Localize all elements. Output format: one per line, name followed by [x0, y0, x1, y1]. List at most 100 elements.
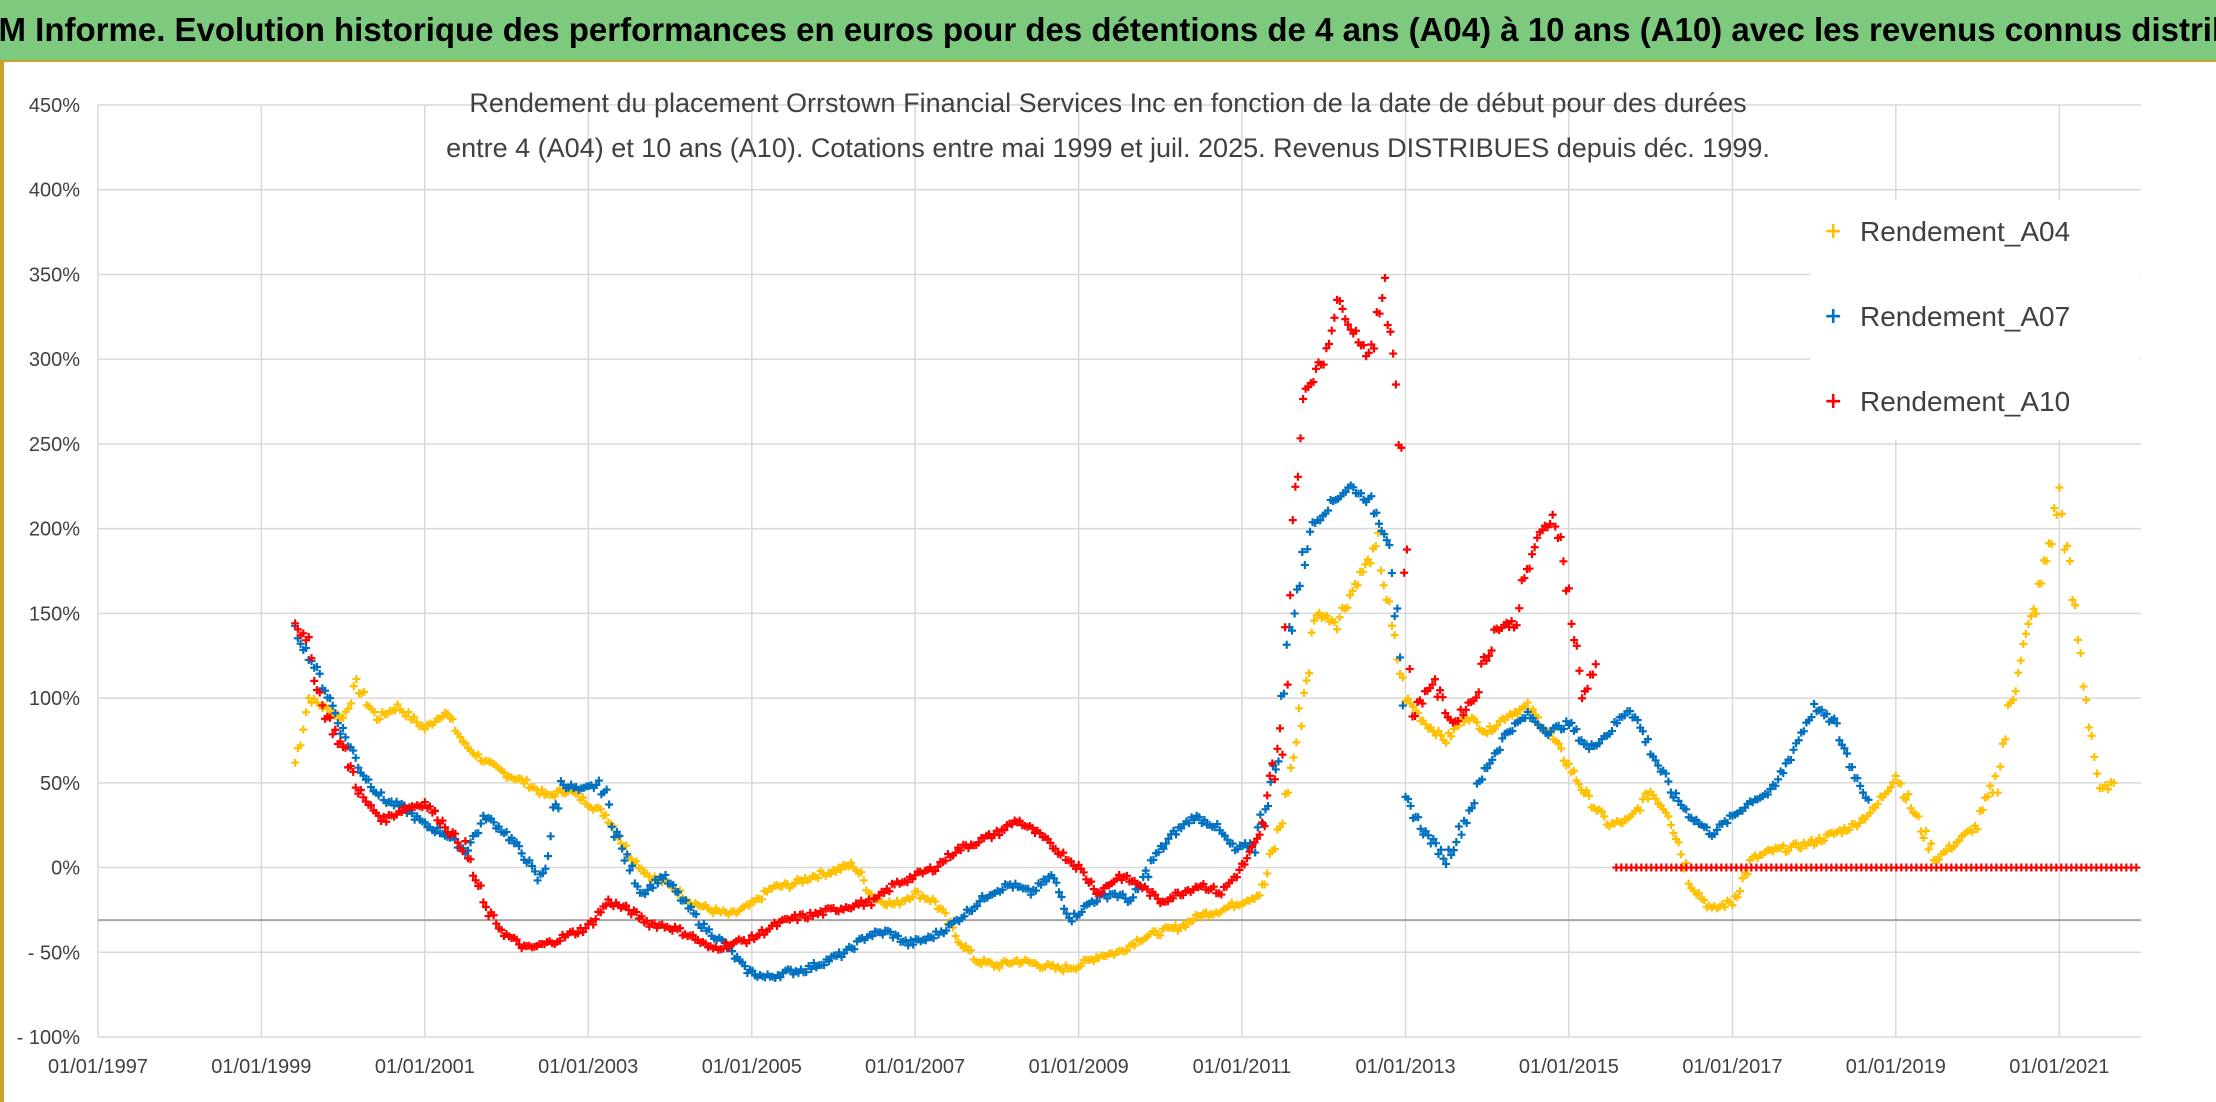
point-rendement-a04 — [1934, 855, 1943, 864]
point-rendement-a04 — [401, 712, 410, 721]
point-rendement-a10 — [492, 919, 501, 928]
point-rendement-a10 — [1046, 838, 1055, 847]
point-rendement-a04 — [1845, 825, 1854, 834]
point-rendement-a07 — [338, 724, 347, 733]
point-rendement-a10 — [992, 826, 1001, 835]
point-rendement-a04 — [709, 909, 718, 918]
point-rendement-a04 — [1260, 880, 1269, 889]
point-rendement-a04 — [1720, 903, 1729, 912]
point-rendement-a10 — [1087, 877, 1096, 886]
point-rendement-a07 — [674, 888, 683, 897]
point-rendement-a07 — [1817, 705, 1826, 714]
point-rendement-a10 — [1502, 618, 1511, 627]
point-rendement-a10 — [346, 762, 355, 771]
x-tick-label: 01/01/2003 — [538, 1056, 638, 1078]
point-rendement-a10 — [589, 920, 598, 929]
y-tick-label: - 50% — [28, 942, 80, 964]
point-rendement-a10 — [481, 902, 490, 911]
point-rendement-a07 — [909, 940, 918, 949]
point-rendement-a04 — [1196, 913, 1205, 922]
point-rendement-a10 — [1338, 304, 1347, 313]
point-rendement-a07 — [1341, 487, 1350, 496]
point-rendement-a04 — [420, 725, 429, 734]
point-rendement-a07 — [502, 827, 511, 836]
point-rendement-a07 — [1161, 839, 1170, 848]
point-rendement-a07 — [1483, 764, 1492, 773]
point-rendement-a04 — [1302, 676, 1311, 685]
point-rendement-a07 — [1398, 701, 1407, 710]
point-rendement-a04 — [1896, 779, 1905, 788]
point-rendement-a04 — [1891, 771, 1900, 780]
point-rendement-a07 — [328, 701, 337, 710]
point-rendement-a10 — [1359, 341, 1368, 350]
point-rendement-a04 — [299, 725, 308, 734]
point-rendement-a04 — [1664, 812, 1673, 821]
point-rendement-a10 — [1533, 533, 1542, 542]
point-rendement-a04 — [1404, 694, 1413, 703]
point-rendement-a04 — [913, 887, 922, 896]
point-rendement-a10 — [461, 837, 470, 846]
point-rendement-a10 — [469, 871, 478, 880]
point-rendement-a04 — [2065, 556, 2074, 565]
point-rendement-a10 — [995, 831, 1004, 840]
y-tick-label: 350% — [29, 264, 80, 286]
point-rendement-a10 — [1059, 848, 1068, 857]
point-rendement-a10 — [1564, 584, 1573, 593]
point-rendement-a07 — [1799, 727, 1808, 736]
point-rendement-a07 — [1416, 824, 1425, 833]
point-rendement-a10 — [555, 936, 564, 945]
point-rendement-a10 — [885, 887, 894, 896]
point-rendement-a07 — [351, 753, 360, 762]
point-rendement-a07 — [408, 809, 417, 818]
point-rendement-a10 — [1402, 545, 1411, 554]
point-rendement-a04 — [1677, 850, 1686, 859]
point-rendement-a04 — [1978, 806, 1987, 815]
point-rendement-a07 — [1154, 848, 1163, 857]
point-rendement-a10 — [430, 806, 439, 815]
point-rendement-a07 — [1431, 839, 1440, 848]
point-rendement-a10 — [1000, 826, 1009, 835]
report-title: ADAM Informe. Evolution historique des p… — [0, 11, 2216, 48]
point-rendement-a04 — [456, 733, 465, 742]
point-rendement-a10 — [1199, 880, 1208, 889]
point-rendement-a04 — [961, 942, 970, 951]
point-rendement-a10 — [1441, 709, 1450, 718]
point-rendement-a04 — [1343, 603, 1352, 612]
point-rendement-a10 — [1430, 675, 1439, 684]
point-rendement-a07 — [607, 822, 616, 831]
point-rendement-a07 — [1031, 886, 1040, 895]
point-rendement-a07 — [1661, 769, 1670, 778]
point-rendement-a07 — [669, 881, 678, 890]
point-rendement-a07 — [1620, 711, 1629, 720]
point-rendement-a07 — [1669, 793, 1678, 802]
point-rendement-a04 — [1189, 916, 1198, 925]
point-rendement-a07 — [1406, 801, 1415, 810]
point-rendement-a07 — [1436, 845, 1445, 854]
point-rendement-a07 — [494, 822, 503, 831]
point-rendement-a10 — [1485, 651, 1494, 660]
x-tick-label: 01/01/2017 — [1682, 1056, 1782, 1078]
point-rendement-a04 — [1559, 756, 1568, 765]
point-rendement-a04 — [1358, 567, 1367, 576]
point-rendement-a07 — [1195, 813, 1204, 822]
point-rendement-a07 — [1103, 894, 1112, 903]
point-rendement-a07 — [1141, 866, 1150, 875]
y-tick-label: 100% — [29, 688, 80, 710]
point-rendement-a10 — [1015, 816, 1024, 825]
point-rendement-a04 — [1574, 780, 1583, 789]
point-rendement-a10 — [349, 767, 358, 776]
point-rendement-a07 — [1228, 839, 1237, 848]
point-rendement-a04 — [1998, 739, 2007, 748]
point-rendement-a07 — [476, 819, 485, 828]
point-rendement-a04 — [1300, 688, 1308, 697]
point-rendement-a07 — [819, 961, 828, 970]
y-tick-label: 450% — [29, 95, 80, 117]
point-rendement-a07 — [1498, 734, 1507, 743]
point-rendement-a07 — [1129, 893, 1138, 902]
point-rendement-a10 — [1275, 724, 1284, 733]
point-rendement-a07 — [1523, 707, 1532, 716]
point-rendement-a04 — [1986, 781, 1995, 790]
point-rendement-a10 — [1487, 646, 1496, 655]
point-rendement-a10 — [512, 935, 521, 944]
point-rendement-a07 — [1060, 904, 1069, 913]
